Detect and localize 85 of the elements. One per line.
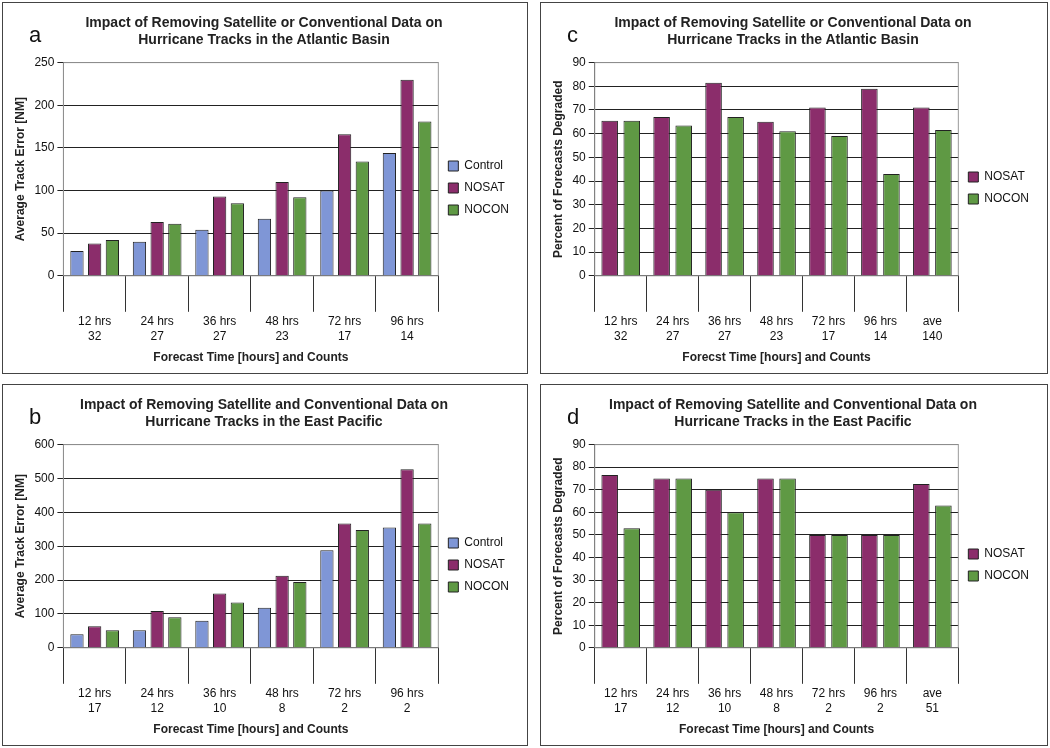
y-tick-label: 0 xyxy=(579,640,587,655)
x-tick-label: 36 hrs 10 xyxy=(202,686,237,715)
y-tick-label: 90 xyxy=(572,436,587,451)
y-tick-label: 300 xyxy=(34,538,55,553)
y-tick-label: 30 xyxy=(572,197,587,212)
y-tick-label: 0 xyxy=(47,640,55,655)
y-tick-label: 500 xyxy=(34,470,55,485)
x-tick-label: 12 hrs 17 xyxy=(77,686,112,715)
x-tick-label: ave 140 xyxy=(922,314,943,343)
y-tick-label: 100 xyxy=(34,606,55,621)
x-tick-label: 96 hrs 14 xyxy=(390,314,424,343)
y-tick-label: 10 xyxy=(572,244,587,259)
x-tick-label: 36 hrs 27 xyxy=(202,314,237,343)
x-tick-label: 96 hrs 14 xyxy=(863,314,898,343)
y-tick-label: 20 xyxy=(572,220,587,235)
x-tick-label: 12 hrs 32 xyxy=(77,314,112,343)
x-tick-label: 48 hrs 23 xyxy=(759,314,794,343)
y-tick-label: 250 xyxy=(34,54,55,69)
text: a xyxy=(29,22,42,48)
legend-label: NOCON xyxy=(984,568,1030,583)
y-tick-label: 200 xyxy=(34,572,55,587)
legend-label: NOSAT xyxy=(464,557,506,572)
y-tick-label: 50 xyxy=(572,149,587,164)
x-tick-label: 48 hrs 8 xyxy=(759,686,794,715)
x-axis-title: Forecast Time [hours] and Counts xyxy=(153,350,349,365)
chart-title: Impact of Removing Satellite and Conventional Data on Hurricane Tracks in the East Pacific xyxy=(80,396,448,430)
x-tick-label: 72 hrs 17 xyxy=(811,314,846,343)
y-tick-label: 40 xyxy=(572,549,587,564)
y-tick-label: 70 xyxy=(572,102,587,117)
chart-title: Impact of Removing Satellite or Conventional Data on Hurricane Tracks in the Atlantic Basin xyxy=(85,14,443,48)
y-tick-label: 50 xyxy=(41,225,55,240)
x-tick-label: 36 hrs 27 xyxy=(707,314,742,343)
x-tick-label: 72 hrs 2 xyxy=(811,686,846,715)
y-tick-label: 200 xyxy=(34,97,55,112)
x-tick-label: 12 hrs 17 xyxy=(604,686,638,715)
y-tick-label: 80 xyxy=(572,78,587,93)
legend-label: NOCON xyxy=(464,579,510,594)
x-tick-label: 12 hrs 32 xyxy=(604,314,638,343)
y-tick-label: 20 xyxy=(572,594,587,609)
x-tick-label: 96 hrs 2 xyxy=(390,686,424,715)
y-tick-label: 150 xyxy=(34,140,55,155)
x-tick-label: 48 hrs 8 xyxy=(265,686,299,715)
y-tick-label: 50 xyxy=(572,527,587,542)
legend-label: NOSAT xyxy=(984,169,1026,184)
y-tick-label: 90 xyxy=(572,54,587,69)
y-tick-label: 0 xyxy=(579,268,587,283)
text: c xyxy=(567,22,578,48)
y-tick-label: 400 xyxy=(34,504,55,519)
y-tick-label: 600 xyxy=(34,436,55,451)
legend-label: NOCON xyxy=(984,191,1030,206)
y-tick-label: 10 xyxy=(572,617,587,632)
text: d xyxy=(567,404,580,430)
x-axis-title: Forecast Time [hours] and Counts xyxy=(153,722,349,737)
x-axis-title: Forecast Time [hours] and Counts xyxy=(678,722,875,737)
y-tick-label: 60 xyxy=(572,504,587,519)
y-axis-title: Average Track Error [NM] xyxy=(12,97,27,242)
y-tick-label: 60 xyxy=(572,125,587,140)
y-tick-label: 0 xyxy=(47,268,55,283)
y-tick-label: 40 xyxy=(572,173,587,188)
y-axis-title: Average Track Error [NM] xyxy=(12,474,27,619)
y-tick-label: 80 xyxy=(572,459,587,474)
legend-label: Control xyxy=(464,535,504,550)
x-tick-label: 36 hrs 10 xyxy=(707,686,742,715)
legend-label: NOSAT xyxy=(984,546,1026,561)
x-tick-label: 24 hrs 27 xyxy=(655,314,690,343)
y-axis-title: Percent of Forecasts Degraded xyxy=(550,80,565,258)
legend-label: Control xyxy=(464,158,504,173)
x-tick-label: 24 hrs 12 xyxy=(140,686,174,715)
y-axis-title: Percent of Forecasts Degraded xyxy=(550,457,565,635)
x-axis-title: Forecst Time [hours] and Counts xyxy=(682,350,872,365)
legend-label: NOCON xyxy=(464,202,510,217)
x-tick-label: ave 51 xyxy=(922,686,943,715)
x-tick-label: 72 hrs 17 xyxy=(327,314,362,343)
x-tick-label: 24 hrs 12 xyxy=(655,686,690,715)
x-tick-label: 48 hrs 23 xyxy=(265,314,299,343)
x-tick-label: 96 hrs 2 xyxy=(863,686,898,715)
y-tick-label: 70 xyxy=(572,482,587,497)
y-tick-label: 30 xyxy=(572,572,587,587)
text: b xyxy=(29,404,42,430)
chart-title: Impact of Removing Satellite and Conventional Data on Hurricane Tracks in the East Pacific xyxy=(609,396,977,430)
x-tick-label: 24 hrs 27 xyxy=(140,314,174,343)
chart-title: Impact of Removing Satellite or Conventional Data on Hurricane Tracks in the Atlantic Basin xyxy=(614,14,972,48)
legend-label: NOSAT xyxy=(464,180,506,195)
x-tick-label: 72 hrs 2 xyxy=(327,686,362,715)
y-tick-label: 100 xyxy=(34,182,55,197)
